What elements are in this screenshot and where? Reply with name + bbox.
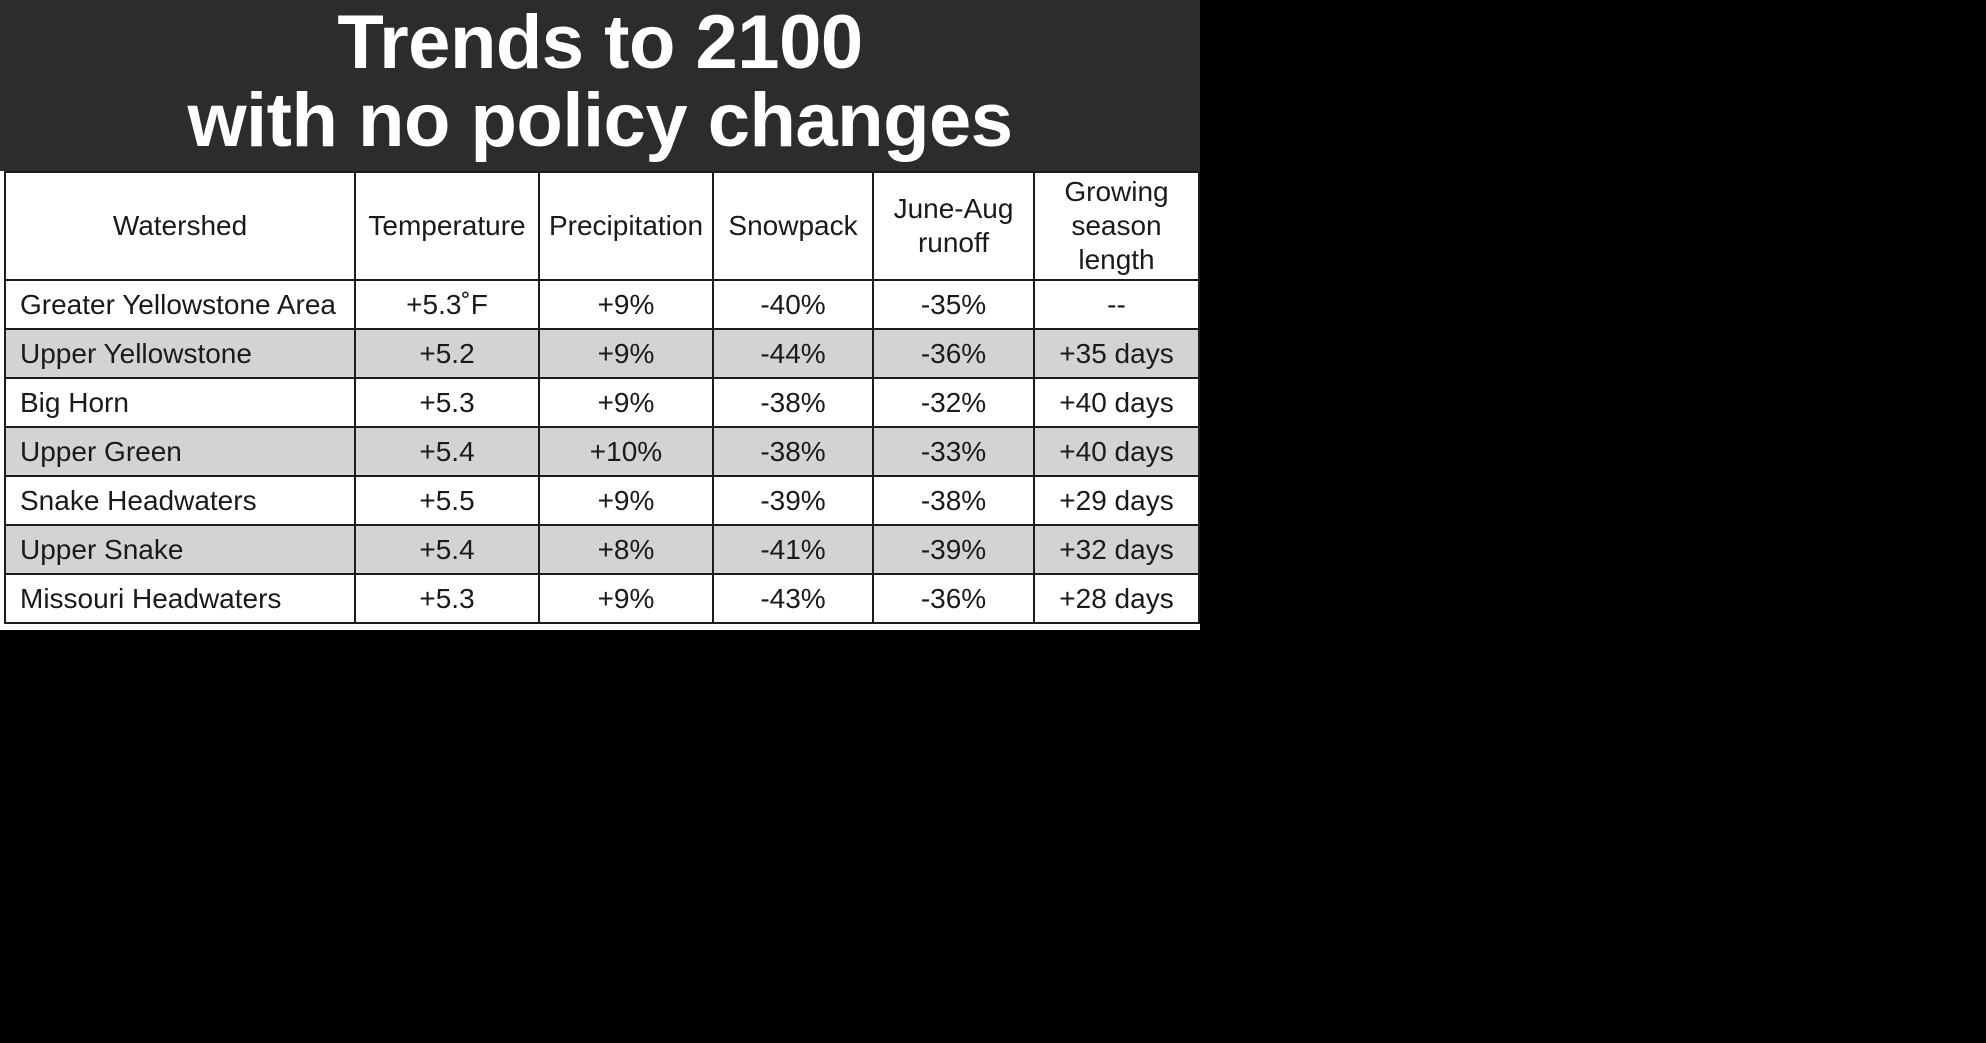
snowpack-cell: -43%	[712, 573, 874, 624]
temperature-cell: +5.5	[354, 475, 540, 526]
column-header-growing-season: Growing season length	[1033, 171, 1200, 281]
growing-season-cell: --	[1033, 279, 1200, 330]
runoff-cell: -36%	[872, 328, 1035, 379]
watershed-cell: Greater Yellowstone Area	[4, 279, 356, 330]
runoff-cell: -36%	[872, 573, 1035, 624]
table-row: Big Horn +5.3 +9% -38% -32% +40 days	[4, 377, 1200, 428]
runoff-cell: -38%	[872, 475, 1035, 526]
table-row: Greater Yellowstone Area +5.3˚F +9% -40% -35…	[4, 279, 1200, 330]
snowpack-cell: -38%	[712, 377, 874, 428]
column-header-precipitation: Precipitation	[538, 171, 714, 281]
watershed-cell: Big Horn	[4, 377, 356, 428]
trends-table: Watershed Temperature Precipitation Snow…	[4, 171, 1200, 624]
trends-graphic: Trends to 2100 with no policy changes Wa…	[0, 0, 1200, 630]
runoff-cell: -39%	[872, 524, 1035, 575]
table-row: Missouri Headwaters +5.3 +9% -43% -36% +28 da…	[4, 573, 1200, 624]
precipitation-cell: +9%	[538, 279, 714, 330]
watershed-cell: Upper Green	[4, 426, 356, 477]
column-header-temperature: Temperature	[354, 171, 540, 281]
snowpack-cell: -39%	[712, 475, 874, 526]
title-line-2: with no policy changes	[187, 78, 1013, 163]
watershed-cell: Missouri Headwaters	[4, 573, 356, 624]
temperature-cell: +5.2	[354, 328, 540, 379]
column-header-snowpack: Snowpack	[712, 171, 874, 281]
snowpack-cell: -40%	[712, 279, 874, 330]
precipitation-cell: +10%	[538, 426, 714, 477]
column-header-runoff: June-Aug runoff	[872, 171, 1035, 281]
table-row: Upper Snake +5.4 +8% -41% -39% +32 days	[4, 524, 1200, 575]
watershed-cell: Snake Headwaters	[4, 475, 356, 526]
table-row: Snake Headwaters +5.5 +9% -39% -38% +29 days	[4, 475, 1200, 526]
snowpack-cell: -38%	[712, 426, 874, 477]
growing-season-cell: +29 days	[1033, 475, 1200, 526]
table-row: Upper Green +5.4 +10% -38% -33% +40 days	[4, 426, 1200, 477]
snowpack-cell: -41%	[712, 524, 874, 575]
table-header: Watershed Temperature Precipitation Snow…	[4, 171, 1200, 281]
runoff-cell: -35%	[872, 279, 1035, 330]
runoff-cell: -33%	[872, 426, 1035, 477]
growing-season-cell: +40 days	[1033, 426, 1200, 477]
temperature-cell: +5.4	[354, 524, 540, 575]
header-row: Watershed Temperature Precipitation Snow…	[4, 171, 1200, 281]
temperature-cell: +5.3˚F	[354, 279, 540, 330]
temperature-cell: +5.3	[354, 377, 540, 428]
runoff-cell: -32%	[872, 377, 1035, 428]
growing-season-cell: +35 days	[1033, 328, 1200, 379]
temperature-cell: +5.4	[354, 426, 540, 477]
title-line-1: Trends to 2100	[337, 0, 863, 85]
snowpack-cell: -44%	[712, 328, 874, 379]
column-header-watershed: Watershed	[4, 171, 356, 281]
table-row: Upper Yellowstone +5.2 +9% -44% -36% +35 days	[4, 328, 1200, 379]
precipitation-cell: +8%	[538, 524, 714, 575]
table-container: Watershed Temperature Precipitation Snow…	[4, 171, 1200, 624]
precipitation-cell: +9%	[538, 377, 714, 428]
precipitation-cell: +9%	[538, 328, 714, 379]
growing-season-cell: +40 days	[1033, 377, 1200, 428]
growing-season-cell: +28 days	[1033, 573, 1200, 624]
temperature-cell: +5.3	[354, 573, 540, 624]
watershed-cell: Upper Yellowstone	[4, 328, 356, 379]
title-band: Trends to 2100 with no policy changes	[0, 0, 1200, 171]
watershed-cell: Upper Snake	[4, 524, 356, 575]
precipitation-cell: +9%	[538, 475, 714, 526]
precipitation-cell: +9%	[538, 573, 714, 624]
growing-season-cell: +32 days	[1033, 524, 1200, 575]
table-body: Greater Yellowstone Area +5.3˚F +9% -40% -35…	[4, 279, 1200, 624]
